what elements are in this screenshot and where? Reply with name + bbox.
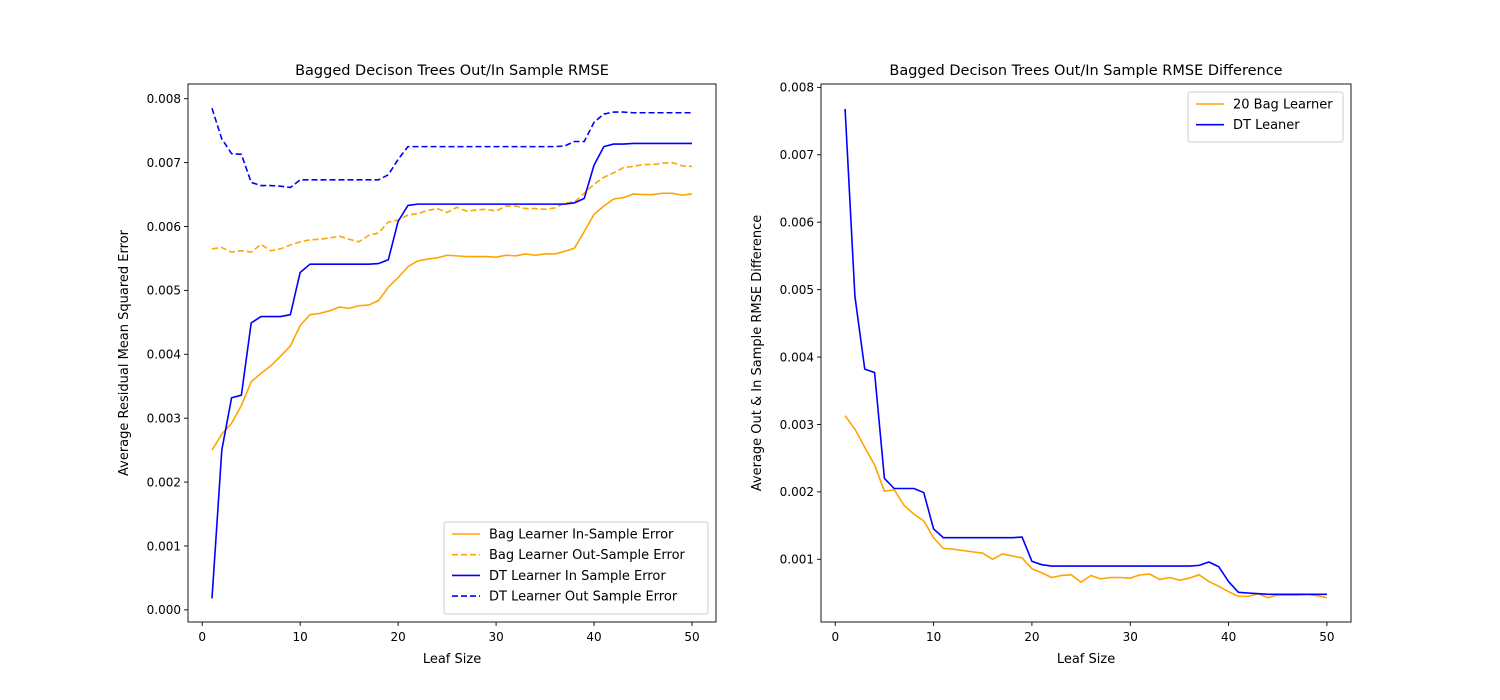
x-tick-label: 20 bbox=[390, 630, 405, 644]
legend-label-4: DT Learner Out Sample Error bbox=[489, 590, 678, 605]
y-tick-label: 0.006 bbox=[147, 220, 181, 234]
x-tick-label: 40 bbox=[586, 630, 601, 644]
x-axis-label: Leaf Size bbox=[423, 652, 481, 667]
x-axis-label: Leaf Size bbox=[1057, 652, 1115, 667]
y-tick-label: 0.007 bbox=[780, 148, 814, 162]
legend-label-1: Bag Learner In-Sample Error bbox=[489, 528, 674, 543]
y-tick-label: 0.001 bbox=[147, 539, 181, 553]
y-tick-label: 0.002 bbox=[147, 475, 181, 489]
series-line-4 bbox=[211, 108, 692, 189]
axes-frame bbox=[820, 83, 1352, 623]
y-axis-ticks: 0.001 0.002 0.003 0.004 0.005 0.006 0.007 0.008 bbox=[780, 81, 821, 567]
chart-title: Bagged Decison Trees Out/In Sample RMSE … bbox=[889, 63, 1282, 79]
x-tick-label: 30 bbox=[488, 630, 503, 644]
y-tick-label: 0.001 bbox=[780, 553, 814, 567]
y-tick-label: 0.004 bbox=[780, 350, 814, 364]
y-tick-label: 0.005 bbox=[147, 284, 181, 298]
chart-title: Bagged Decison Trees Out/In Sample RMSE bbox=[295, 63, 609, 79]
y-tick-label: 0.005 bbox=[780, 283, 814, 297]
x-tick-label: 0 bbox=[831, 630, 839, 644]
series-lines bbox=[211, 108, 693, 599]
x-tick-label: 50 bbox=[1319, 630, 1334, 644]
y-tick-label: 0.008 bbox=[147, 92, 181, 106]
x-tick-label: 0 bbox=[198, 630, 206, 644]
series-line-2 bbox=[844, 108, 1327, 596]
y-tick-label: 0.006 bbox=[780, 216, 814, 230]
legend: Bag Learner In-Sample Error Bag Learner O… bbox=[443, 521, 709, 615]
x-axis-ticks: 0 10 20 30 40 50 bbox=[831, 622, 1335, 644]
series-line-3 bbox=[211, 142, 692, 599]
legend: 20 Bag Learner DT Leaner bbox=[1187, 91, 1344, 143]
series-lines bbox=[844, 108, 1328, 599]
y-axis-label: Average Residual Mean Squared Error bbox=[117, 229, 132, 476]
y-tick-label: 0.002 bbox=[780, 485, 814, 499]
y-tick-label: 0.003 bbox=[147, 411, 181, 425]
y-tick-label: 0.003 bbox=[780, 418, 814, 432]
x-tick-label: 30 bbox=[1123, 630, 1138, 644]
chart-1: Bagged Decison Trees Out/In Sample RMSE 0… bbox=[117, 63, 717, 667]
charts: Bagged Decison Trees Out/In Sample RMSE 0… bbox=[117, 63, 1352, 667]
legend-box bbox=[443, 521, 709, 615]
y-axis-ticks: 0.000 0.001 0.002 0.003 0.004 0.005 0.006 0.007… bbox=[147, 92, 188, 617]
x-tick-label: 50 bbox=[684, 630, 699, 644]
series-line-1 bbox=[211, 192, 693, 451]
x-tick-label: 40 bbox=[1221, 630, 1236, 644]
series-line-2 bbox=[211, 161, 693, 253]
x-tick-label: 20 bbox=[1024, 630, 1039, 644]
legend-label-1: 20 Bag Learner bbox=[1233, 98, 1333, 113]
x-tick-label: 10 bbox=[926, 630, 941, 644]
axes-frame bbox=[187, 83, 717, 623]
y-tick-label: 0.008 bbox=[780, 81, 814, 95]
legend-label-2: DT Leaner bbox=[1233, 118, 1300, 133]
legend-box bbox=[1187, 91, 1344, 143]
x-tick-label: 10 bbox=[293, 630, 308, 644]
y-tick-label: 0.004 bbox=[147, 348, 181, 362]
y-axis-label: Average Out & In Sample RMSE Difference bbox=[750, 215, 765, 491]
y-tick-label: 0.007 bbox=[147, 156, 181, 170]
legend-label-2: Bag Learner Out-Sample Error bbox=[489, 548, 686, 563]
chart-2: Bagged Decison Trees Out/In Sample RMSE … bbox=[750, 63, 1352, 667]
legend-label-3: DT Learner In Sample Error bbox=[489, 569, 666, 584]
x-axis-ticks: 0 10 20 30 40 50 bbox=[198, 622, 700, 644]
series-line-1 bbox=[844, 415, 1328, 599]
y-tick-label: 0.000 bbox=[147, 603, 181, 617]
